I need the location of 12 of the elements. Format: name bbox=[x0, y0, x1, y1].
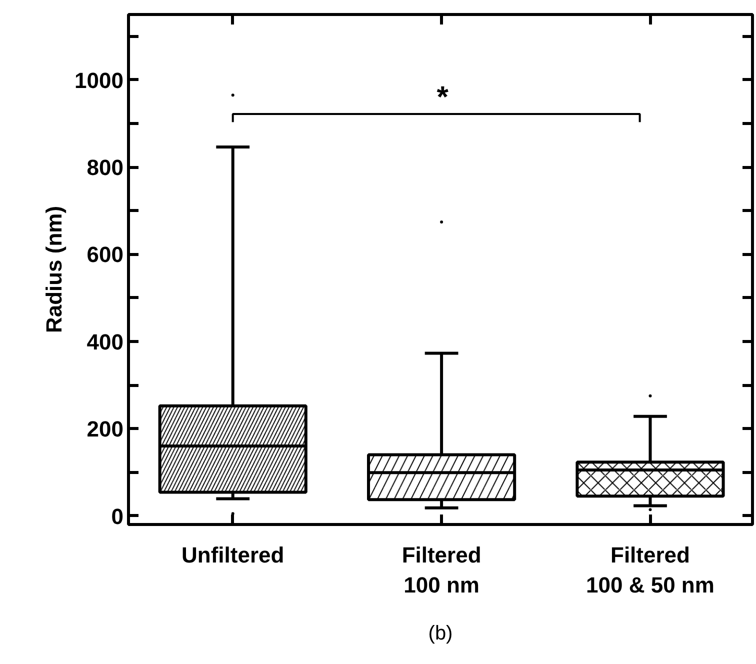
x-tick-label: Unfiltered bbox=[182, 542, 284, 568]
y-tick-label: 200 bbox=[86, 416, 124, 442]
y-axis-title: Radius (nm) bbox=[42, 206, 67, 334]
x-tick-label: Filtered 100 nm bbox=[402, 542, 482, 598]
y-tick-label: 1000 bbox=[74, 68, 124, 93]
y-tick-label: 800 bbox=[86, 155, 124, 180]
y-tick-label: 0 bbox=[111, 504, 124, 529]
y-tick-label: 600 bbox=[86, 242, 124, 268]
x-tick-label: Filtered 100 & 50 nm bbox=[586, 542, 714, 598]
y-tick-label: 400 bbox=[86, 329, 124, 354]
text: (b) bbox=[428, 622, 453, 644]
annotation: * bbox=[436, 80, 449, 114]
